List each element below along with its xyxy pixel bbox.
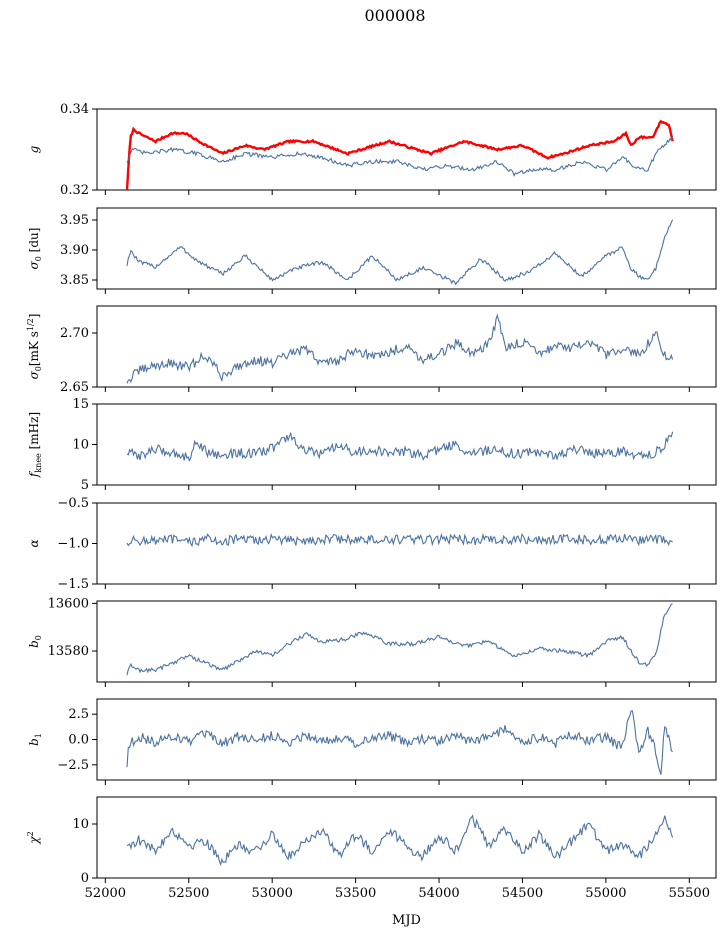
ytick-label-sigma0_du-2: 3.95 xyxy=(60,213,89,228)
xtick-label-2: 53000 xyxy=(252,886,293,901)
ytick-label-alpha-2: −0.5 xyxy=(57,496,89,511)
panel-alpha: −1.5 −1.0 −0.5 α xyxy=(27,496,717,592)
ylabel-sigma0_du: σ0 [du] xyxy=(27,228,43,270)
axes-frame-g xyxy=(96,108,717,191)
ytick-label-sigma0_mk-0: 2.65 xyxy=(60,380,89,395)
series-line-sigma0_du-0 xyxy=(126,219,674,286)
axes-frame-alpha xyxy=(96,502,717,585)
ytick-label-chi2-1: 10 xyxy=(72,817,89,832)
ytick-label-g-1: 0.34 xyxy=(60,102,89,117)
xlabel: MJD xyxy=(392,913,421,928)
xtick-label-5: 54500 xyxy=(502,886,543,901)
axes-frame-chi2 xyxy=(96,796,717,879)
ylabel-fknee: fknee [mHz] xyxy=(27,412,43,478)
xtick-label-3: 53500 xyxy=(335,886,376,901)
series-line-fknee-0 xyxy=(126,431,674,462)
xtick-label-0: 52000 xyxy=(85,886,126,901)
ytick-label-sigma0_du-0: 3.85 xyxy=(60,273,89,288)
ytick-label-alpha-0: −1.5 xyxy=(57,577,89,592)
axes-frame-fknee xyxy=(96,403,717,486)
xtick-label-4: 54000 xyxy=(418,886,459,901)
ylabel-sigma0_mk: σ0[mK s1/2] xyxy=(26,314,43,380)
ytick-label-fknee-1: 10 xyxy=(72,438,89,453)
series-line-b0-0 xyxy=(126,603,673,676)
ytick-label-alpha-1: −1.0 xyxy=(57,537,89,552)
axes-frame-sigma0_du xyxy=(96,207,717,290)
ytick-label-b1-1: 0.0 xyxy=(68,733,89,748)
ytick-label-sigma0_du-1: 3.90 xyxy=(60,243,89,258)
panel-g: 0.32 0.34 g xyxy=(27,102,717,198)
axes-frame-sigma0_mk xyxy=(96,305,717,388)
xtick-label-7: 55500 xyxy=(669,886,710,901)
panel-b0: 13580 13600 b0 xyxy=(27,596,717,687)
ytick-label-fknee-2: 15 xyxy=(72,397,89,412)
panel-fknee: 5 10 15 fknee [mHz] xyxy=(27,397,717,493)
series-line-sigma0_mk-0 xyxy=(126,313,674,384)
axes-frame-b0 xyxy=(96,600,717,683)
ylabel-alpha: α xyxy=(27,539,41,547)
series-line-g-0 xyxy=(125,119,674,190)
ytick-label-b0-0: 13580 xyxy=(48,644,89,659)
ytick-label-b1-0: −2.5 xyxy=(57,758,89,773)
ytick-label-b1-2: 2.5 xyxy=(68,707,89,722)
ylabel-b1: b1 xyxy=(27,733,43,746)
series-line-alpha-0 xyxy=(126,532,673,548)
ytick-label-b0-1: 13600 xyxy=(48,596,89,611)
ytick-label-sigma0_mk-1: 2.70 xyxy=(60,326,89,341)
ylabel-b0: b0 xyxy=(27,635,43,648)
panel-b1: −2.5 0.0 2.5 b1 xyxy=(27,698,717,785)
series-line-g-1 xyxy=(126,135,674,177)
panel-sigma0_du: 3.85 3.90 3.95 σ0 [du] xyxy=(27,207,717,294)
xtick-label-1: 52500 xyxy=(168,886,209,901)
ytick-label-fknee-0: 5 xyxy=(81,478,89,493)
series-line-b1-0 xyxy=(126,710,673,775)
xtick-label-6: 55000 xyxy=(585,886,626,901)
panel-chi2: 0 10 52000 52500 53000 53500 54000 54500 55000 55… xyxy=(26,796,717,901)
ylabel-g: g xyxy=(27,145,41,153)
series-line-chi2-0 xyxy=(126,814,674,867)
figure-title: 000008 xyxy=(364,6,426,25)
ylabel-chi2: χ2 xyxy=(26,831,41,844)
panel-sigma0_mk: 2.65 2.70 σ0[mK s1/2] xyxy=(26,305,717,395)
ytick-label-chi2-0: 0 xyxy=(81,871,89,886)
ytick-label-g-0: 0.32 xyxy=(60,183,89,198)
